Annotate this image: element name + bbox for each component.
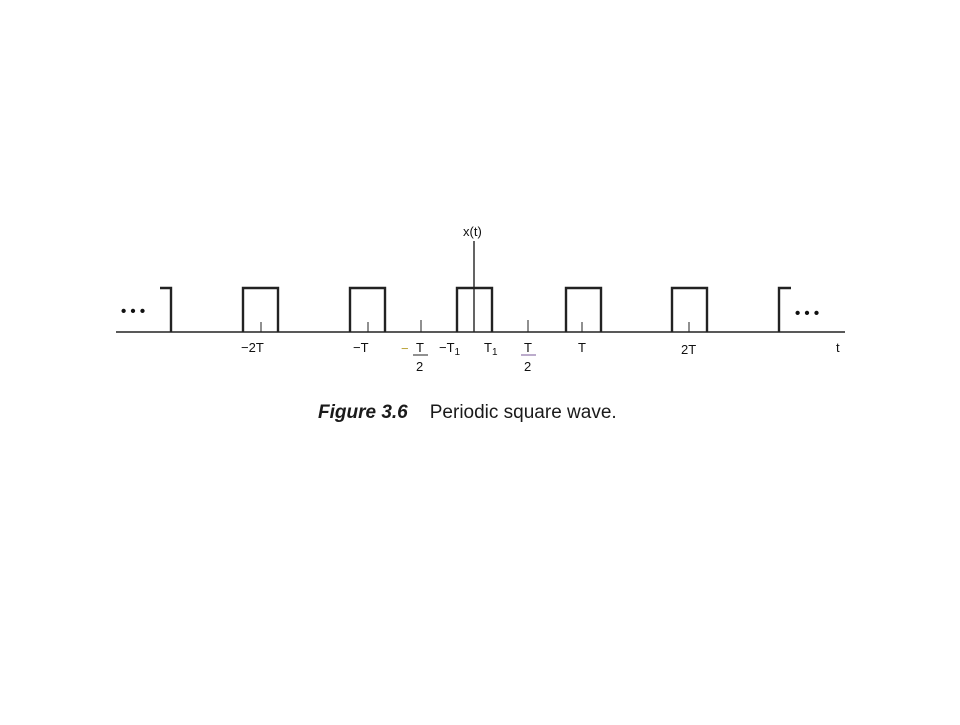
label-minus-half-T-sign: − bbox=[401, 341, 409, 356]
label-T: T bbox=[578, 340, 586, 355]
label-minus-T: −T bbox=[353, 340, 369, 355]
label-minus-T1: −T1 bbox=[439, 340, 461, 358]
label-half-T-denominator: 2 bbox=[524, 359, 531, 374]
label-T1: T1 bbox=[484, 340, 498, 358]
pulse-minus-2T bbox=[241, 286, 280, 332]
label-half-T-numerator: T bbox=[524, 340, 532, 355]
pulse-2T bbox=[670, 286, 709, 332]
label-minus-2T: −2T bbox=[241, 340, 264, 355]
caption-text: Periodic square wave. bbox=[429, 402, 617, 423]
label-minus-half-T-numerator: T bbox=[416, 340, 424, 355]
continuation-left: • • • bbox=[121, 303, 145, 320]
continuation-right: • • • bbox=[795, 305, 819, 322]
label-minus-T1-main: −T bbox=[439, 340, 455, 355]
pulse-center bbox=[455, 286, 494, 332]
label-T1-main: T bbox=[484, 340, 492, 355]
label-minus-T1-subscript: 1 bbox=[455, 347, 461, 358]
figure-caption: Figure 3.6 Periodic square wave. bbox=[318, 402, 617, 424]
label-2T: 2T bbox=[681, 342, 696, 357]
pulse-minus-T bbox=[348, 286, 387, 332]
pulse-left-partial bbox=[160, 286, 173, 332]
y-axis-label: x(t) bbox=[463, 224, 482, 239]
pulse-right-partial bbox=[777, 286, 791, 332]
label-minus-half-T-denominator: 2 bbox=[416, 359, 423, 374]
label-T1-subscript: 1 bbox=[492, 347, 498, 358]
x-axis-label: t bbox=[836, 340, 840, 355]
pulse-T bbox=[564, 286, 603, 332]
caption-figure-number: Figure 3.6 bbox=[318, 402, 408, 423]
